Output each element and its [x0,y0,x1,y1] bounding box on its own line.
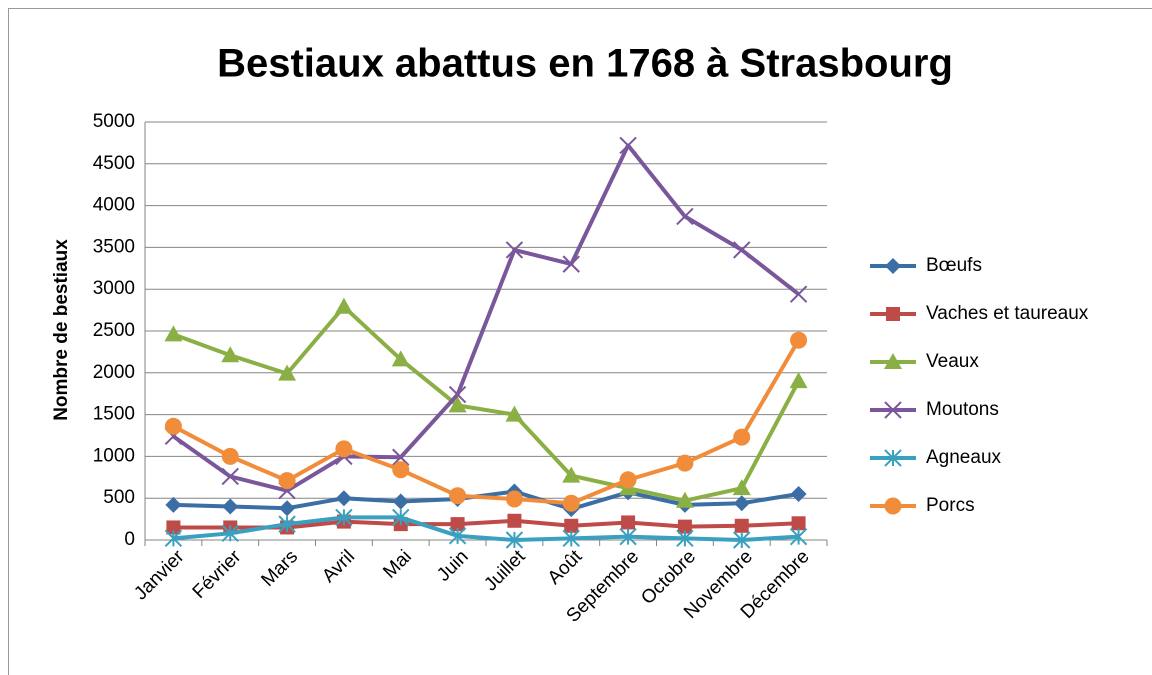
data-point [790,331,808,349]
data-point [392,508,410,527]
y-tick-label: 4500 [93,153,135,174]
y-tick-label: 5000 [93,111,135,132]
data-point [507,513,522,528]
legend-marker [884,497,902,515]
data-point [676,207,694,226]
data-point [278,472,296,490]
data-point [166,520,181,535]
data-point [733,241,751,259]
y-tick-label: 0 [124,529,135,550]
x-tick-label: Juin [433,546,472,585]
series-line [173,489,799,512]
data-point [221,346,240,363]
data-point [164,417,182,435]
legend-label: Moutons [926,399,999,420]
data-point [164,529,183,548]
legend-marker [884,401,902,419]
data-point [562,255,580,273]
chart-title: Bestiaux abattus en 1768 à Strasbourg [217,42,953,86]
y-tick-label: 1500 [93,404,135,425]
data-point [278,364,297,381]
data-point [790,486,807,503]
data-point [733,495,750,512]
x-tick-label: Août [544,546,587,589]
data-point [734,518,749,533]
x-tick-label: Juillet [480,546,530,596]
data-point [733,531,751,549]
legend-label: Veaux [926,351,979,372]
data-point [279,500,296,517]
data-point [732,479,751,496]
data-point [391,350,410,367]
legend-marker [884,449,902,467]
y-tick-label: 3000 [93,278,135,299]
y-tick-label: 2000 [93,362,135,383]
data-point [789,285,808,303]
legend-label: Bœufs [926,255,982,276]
data-point [505,241,524,259]
data-point [733,428,751,446]
data-point [335,508,353,527]
series-line [172,143,800,493]
data-point [392,493,409,510]
data-point [448,396,467,413]
data-point [619,527,637,546]
data-point [619,471,637,489]
data-point [562,494,580,512]
x-tick-label: Mars [257,546,302,591]
legend-label: Porcs [926,495,975,516]
data-point [334,297,353,314]
data-point [564,518,579,533]
data-point [676,529,694,548]
x-tick-label: Avril [318,546,359,587]
data-point [392,461,410,479]
y-axis-label: Nombre de bestiaux [51,239,72,421]
data-point [222,498,239,515]
series-line [172,339,801,506]
y-tick-label: 4000 [93,195,135,216]
legend-label: Vaches et taureaux [926,303,1089,324]
data-point [505,531,524,549]
y-tick-label: 3500 [93,236,135,257]
chart-border [8,8,1152,675]
data-point [335,440,353,458]
x-tick-label: Février [189,546,246,603]
data-point [562,529,580,548]
data-point [789,372,808,389]
y-tick-label: 500 [103,487,135,508]
data-point [505,405,524,422]
data-point [619,136,637,155]
data-point [448,385,467,404]
data-point [677,519,692,534]
legend-marker [886,307,900,321]
data-point [165,496,182,513]
x-tick-label: Janvier [130,546,189,605]
data-point [562,466,581,483]
legend-label: Agneaux [926,447,1002,468]
data-point [449,487,467,505]
data-point [221,467,239,486]
data-point [221,524,239,543]
data-point [448,527,467,545]
data-point [676,454,694,472]
series-line [172,304,801,503]
data-point [789,527,808,546]
data-point [164,325,183,342]
data-point [621,515,636,530]
y-tick-label: 2500 [93,320,135,341]
data-point [221,447,239,465]
data-point [450,517,465,532]
legend-marker [885,258,901,274]
data-point [675,491,694,508]
data-point [505,490,523,508]
data-point [335,490,352,507]
data-point [392,448,410,466]
series-line [173,515,799,542]
legend-marker [884,353,902,369]
data-point [791,516,806,531]
x-tick-label: Mai [379,546,416,583]
y-tick-label: 1000 [93,445,135,466]
data-point [278,515,296,533]
